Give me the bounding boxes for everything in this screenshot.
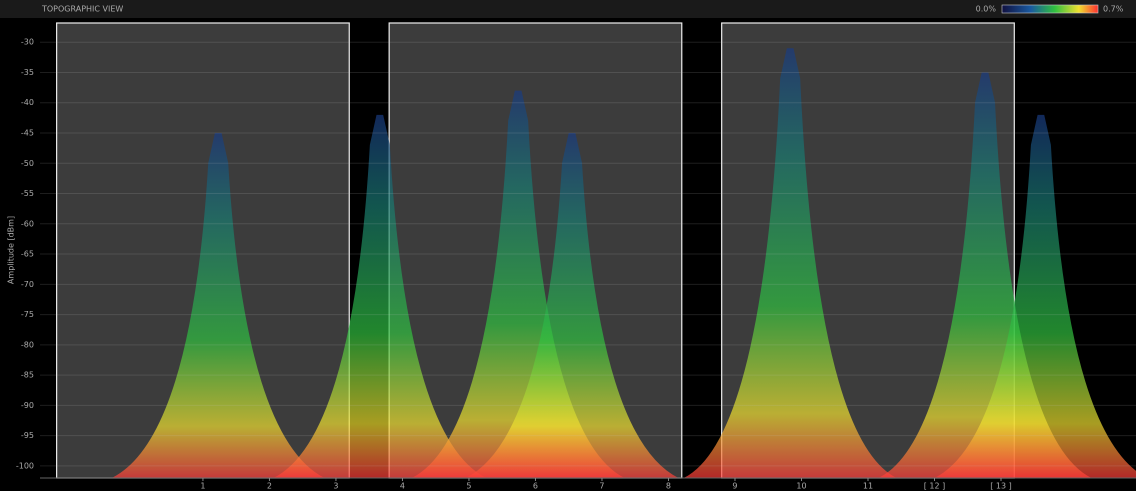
chart: TOPOGRAPHIC VIEW 0.0% 0.7% Amplitude [dB…: [0, 0, 1136, 491]
colorbar: [1002, 5, 1098, 13]
y-tick-label: -45: [21, 129, 34, 138]
x-tick-label: 3: [333, 482, 338, 491]
y-tick-label: -50: [21, 159, 34, 168]
y-tick-label: -85: [21, 371, 34, 380]
x-tick-label: 6: [533, 482, 538, 491]
x-tick-label: 10: [796, 482, 806, 491]
y-tick-label: -80: [21, 340, 34, 349]
x-tick-label: [ 13 ]: [990, 482, 1012, 491]
x-tick-label: 2: [267, 482, 272, 491]
x-tick-label: 5: [466, 482, 471, 491]
x-tick-label: 4: [400, 482, 405, 491]
legend-min: 0.0%: [976, 5, 997, 14]
x-tick-label: 7: [599, 482, 604, 491]
x-tick-label: [ 12 ]: [924, 482, 946, 491]
x-tick-label: 9: [732, 482, 737, 491]
y-tick-label: -90: [21, 401, 34, 410]
y-tick-label: -65: [21, 250, 34, 259]
y-tick-label: -75: [21, 310, 34, 319]
chart-title: TOPOGRAPHIC VIEW: [41, 5, 123, 14]
y-axis-label: Amplitude [dBm]: [7, 216, 16, 284]
x-tick-label: 8: [666, 482, 671, 491]
y-tick-label: -55: [21, 189, 34, 198]
legend-max: 0.7%: [1103, 5, 1124, 14]
y-tick-label: -40: [21, 98, 34, 107]
y-tick-label: -30: [21, 38, 34, 47]
y-tick-label: -35: [21, 68, 34, 77]
x-tick-label: 11: [863, 482, 873, 491]
x-tick-label: 1: [200, 482, 205, 491]
y-tick-label: -95: [21, 431, 34, 440]
y-tick-label: -70: [21, 280, 34, 289]
y-tick-label: -60: [21, 219, 34, 228]
y-tick-label: -100: [16, 461, 34, 470]
header-bar: [0, 0, 1136, 18]
